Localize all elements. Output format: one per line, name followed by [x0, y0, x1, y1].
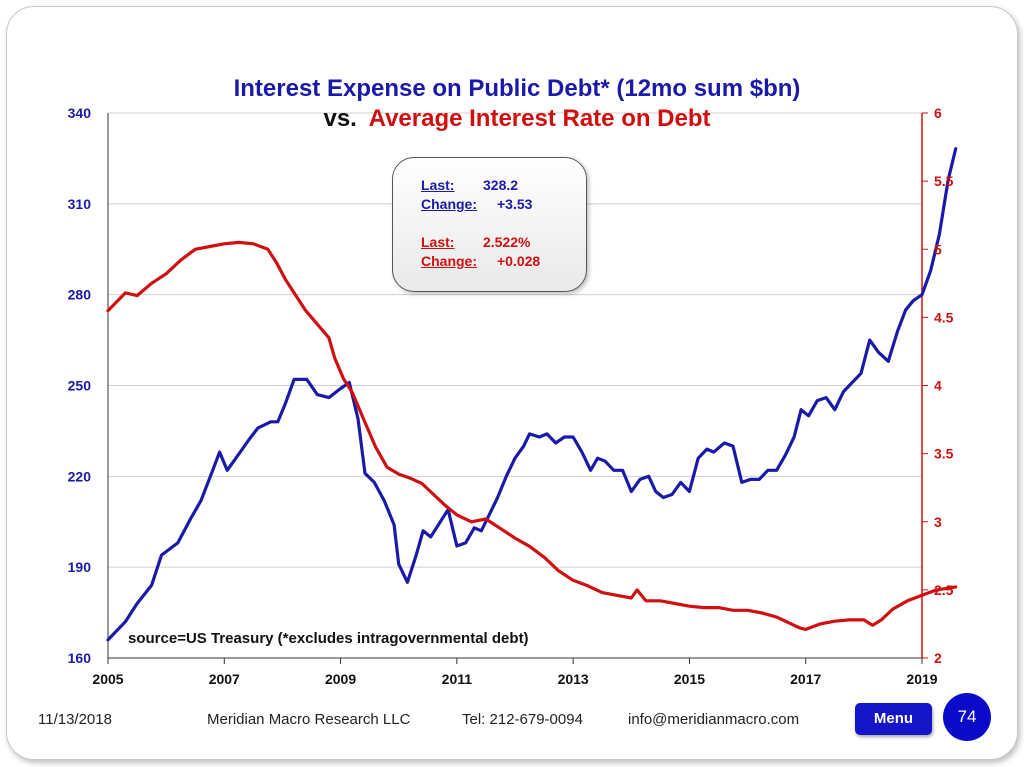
axis-layer: [107, 112, 928, 664]
y-right-tick-label: 5: [934, 241, 942, 257]
y-right-tick-label: 2: [934, 650, 942, 666]
interest-expense-line: [106, 147, 958, 642]
rate-change-label: Change:: [421, 253, 477, 269]
series-layer: [106, 147, 958, 642]
x-tick-label: 2019: [906, 671, 937, 687]
expense-change-value: +3.53: [497, 196, 533, 212]
x-tick-label: 2011: [442, 671, 473, 687]
slide-frame: [6, 6, 1018, 760]
average-rate-line: [106, 240, 958, 631]
footer-phone: Tel: 212-679-0094: [462, 711, 583, 728]
y-right-tick-label: 4: [934, 378, 942, 394]
y-left-tick-label: 280: [68, 287, 92, 303]
page-number-badge: 74: [943, 693, 991, 741]
y-right-tick-label: 3.5: [934, 446, 954, 462]
x-tick-label: 2017: [790, 671, 821, 687]
chart-title-rate: Average Interest Rate on Debt: [369, 105, 711, 132]
chart-title-line2: vs. Average Interest Rate on Debt: [323, 105, 710, 132]
chart-title-vs: vs.: [323, 105, 356, 132]
y-right-tick-label: 6: [934, 105, 942, 121]
y-left-tick-label: 310: [68, 196, 92, 212]
x-tick-label: 2009: [325, 671, 356, 687]
rate-last-label: Last:: [421, 234, 455, 250]
y-right-tick-label: 2.5: [934, 582, 954, 598]
y-right-tick-label: 5.5: [934, 173, 954, 189]
rate-change-value: +0.028: [497, 253, 541, 269]
x-tick-label: 2013: [558, 671, 589, 687]
footer-email[interactable]: info@meridianmacro.com: [628, 711, 800, 728]
expense-last-label: Last:: [421, 177, 455, 193]
expense-change-label: Change:: [421, 196, 477, 212]
footer-date: 11/13/2018: [38, 711, 112, 728]
source-note: source=US Treasury (*excludes intragover…: [128, 630, 529, 647]
tick-layer: 160 190 220 250 280 310 340 2 2.5 3 3.5 4 4.5 5 5.5 6 20…: [68, 105, 954, 687]
y-left-tick-label: 250: [68, 378, 92, 394]
y-right-tick-label: 4.5: [934, 309, 954, 325]
y-left-tick-label: 340: [68, 105, 92, 121]
expense-last-value: 328.2: [483, 177, 519, 193]
y-right-tick-label: 3: [934, 514, 942, 530]
y-left-tick-label: 220: [68, 468, 92, 484]
footer-company: Meridian Macro Research LLC: [207, 711, 411, 728]
info-box: Last: 328.2 Change: +3.53 Last: 2.522% C…: [392, 157, 587, 292]
menu-button[interactable]: Menu: [855, 703, 932, 735]
y-left-tick-label: 190: [68, 559, 92, 575]
x-tick-label: 2005: [92, 671, 123, 687]
x-tick-label: 2015: [674, 671, 705, 687]
rate-last-value: 2.522%: [483, 234, 531, 250]
y-left-tick-label: 160: [68, 650, 92, 666]
x-tick-label: 2007: [209, 671, 240, 687]
chart-title-line1: Interest Expense on Public Debt* (12mo s…: [234, 75, 801, 102]
